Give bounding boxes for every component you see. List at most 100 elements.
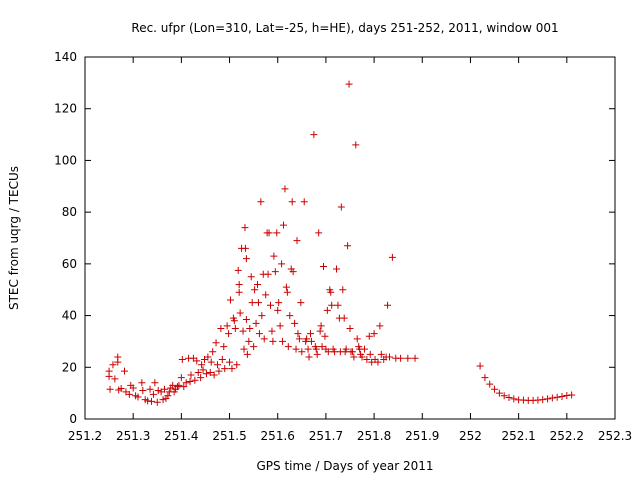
data-point — [215, 367, 223, 375]
data-point — [505, 394, 513, 402]
data-point — [106, 385, 114, 393]
data-point — [328, 301, 336, 309]
data-point — [320, 262, 327, 270]
data-point — [313, 350, 321, 358]
data-point — [558, 393, 566, 401]
y-tick-label: 120 — [54, 102, 77, 116]
x-tick-label: 251.4 — [164, 429, 198, 443]
data-point — [346, 325, 354, 332]
data-point — [194, 368, 202, 376]
data-point — [324, 348, 332, 356]
data-point — [214, 361, 221, 369]
data-point — [260, 335, 268, 343]
x-tick-label: 251.2 — [68, 429, 102, 443]
data-point — [358, 353, 366, 361]
data-point — [481, 374, 489, 382]
data-point — [146, 385, 154, 393]
data-point — [242, 255, 250, 263]
data-point — [298, 348, 306, 356]
data-point — [187, 371, 195, 379]
data-point — [251, 286, 259, 294]
data-point — [304, 345, 312, 353]
data-point — [230, 317, 238, 325]
data-point — [316, 327, 324, 335]
data-point — [340, 314, 348, 322]
data-point — [366, 350, 374, 358]
data-point — [154, 387, 162, 395]
data-point — [510, 395, 518, 403]
data-point — [300, 198, 308, 206]
x-axis-label: GPS time / Days of year 2011 — [256, 459, 433, 473]
data-point — [175, 381, 183, 389]
data-point — [209, 348, 217, 356]
data-point — [241, 224, 249, 232]
data-point — [339, 286, 347, 294]
data-point — [164, 392, 172, 400]
data-point — [193, 357, 201, 365]
data-point — [149, 390, 157, 398]
data-point — [318, 343, 326, 351]
x-tick-label: 251.5 — [212, 429, 246, 443]
data-point — [134, 393, 142, 401]
data-point — [344, 242, 352, 250]
data-point — [283, 288, 291, 296]
data-point — [206, 368, 214, 376]
data-point — [197, 374, 205, 382]
data-point — [245, 337, 253, 345]
data-point — [411, 354, 419, 362]
data-point — [247, 273, 255, 281]
y-tick-label: 0 — [69, 412, 77, 426]
data-point — [242, 315, 250, 323]
data-point — [250, 343, 258, 351]
data-points — [105, 80, 576, 406]
data-point — [386, 353, 394, 361]
data-point — [231, 325, 239, 332]
data-point — [111, 375, 119, 383]
data-point — [365, 332, 373, 340]
data-point — [246, 325, 254, 332]
x-tick-label: 252.3 — [598, 429, 632, 443]
data-point — [191, 376, 199, 384]
plot-frame — [84, 56, 616, 420]
data-point — [305, 353, 313, 361]
data-point — [342, 345, 350, 353]
data-point — [539, 396, 547, 404]
data-point — [253, 281, 261, 289]
x-tick-label: 251.7 — [309, 429, 343, 443]
data-point — [212, 339, 220, 347]
data-point — [159, 396, 167, 404]
data-point — [223, 322, 231, 330]
data-point — [495, 389, 503, 397]
data-point — [233, 361, 241, 369]
x-tick-label: 251.8 — [357, 429, 391, 443]
data-point — [310, 131, 318, 139]
data-point — [404, 354, 412, 362]
data-point — [270, 252, 278, 260]
data-point — [129, 384, 137, 392]
data-point — [293, 237, 301, 245]
data-point — [182, 379, 190, 387]
data-point — [258, 312, 266, 320]
data-point — [105, 372, 113, 380]
data-point — [241, 244, 249, 252]
data-point — [374, 358, 382, 366]
data-point — [279, 337, 287, 345]
data-point — [278, 260, 286, 268]
data-point — [117, 384, 125, 392]
data-point — [297, 299, 305, 307]
data-point — [121, 367, 129, 375]
data-point — [275, 299, 283, 307]
y-tick-label: 60 — [62, 257, 77, 271]
data-point — [240, 345, 248, 353]
data-point — [289, 268, 297, 276]
y-tick-label: 80 — [62, 205, 77, 219]
data-point — [234, 266, 242, 274]
data-point — [210, 371, 218, 379]
data-point — [360, 345, 368, 353]
data-point — [323, 306, 331, 314]
y-tick-label: 140 — [54, 50, 77, 64]
data-point — [138, 379, 146, 387]
data-point — [491, 385, 499, 393]
data-point — [333, 265, 341, 273]
